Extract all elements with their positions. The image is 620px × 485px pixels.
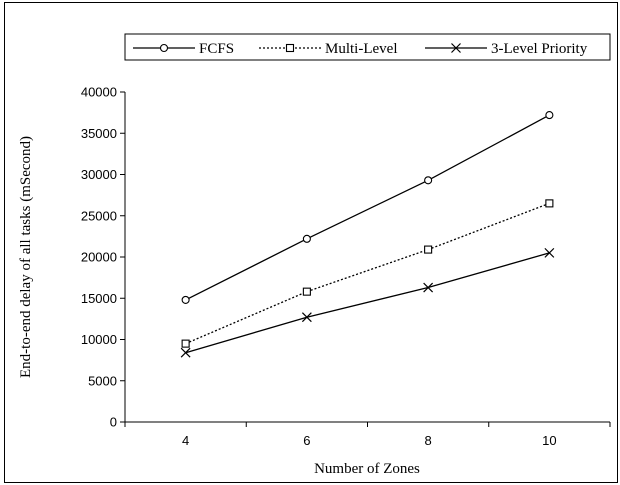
x-tick-label: 6 xyxy=(303,433,310,448)
x-tick-label: 8 xyxy=(425,433,432,448)
y-axis-title: End-to-end delay of all tasks (mSecond) xyxy=(18,136,34,378)
y-tick-label: 35000 xyxy=(81,126,117,141)
marker-circle xyxy=(303,235,310,242)
marker-square xyxy=(182,340,189,347)
legend: FCFS Multi-Level 3-Level Priority xyxy=(125,34,610,60)
x-tick-label: 4 xyxy=(182,433,189,448)
data-point xyxy=(182,296,189,303)
marker-circle xyxy=(182,296,189,303)
data-point xyxy=(303,235,310,242)
data-point xyxy=(425,177,432,184)
marker-square xyxy=(425,246,432,253)
chart-frame: 0 5000 10000 15000 20000 25000 30000 35000 40000… xyxy=(4,2,618,483)
y-tick-label: 40000 xyxy=(81,85,117,100)
y-tick-label: 20000 xyxy=(81,250,117,265)
legend-label: FCFS xyxy=(199,41,234,57)
marker-square xyxy=(287,45,294,52)
legend-marker xyxy=(161,45,168,52)
marker-square xyxy=(546,200,553,207)
data-point xyxy=(546,112,553,119)
x-tick-label: 10 xyxy=(542,433,556,448)
marker-circle xyxy=(161,45,168,52)
data-point xyxy=(303,288,310,295)
legend-label: 3-Level Priority xyxy=(491,41,588,57)
legend-label: Multi-Level xyxy=(325,41,397,57)
data-point xyxy=(546,200,553,207)
data-point xyxy=(425,246,432,253)
data-point xyxy=(182,340,189,347)
legend-marker xyxy=(287,45,294,52)
marker-square xyxy=(303,288,310,295)
y-tick-label: 5000 xyxy=(88,373,117,388)
y-tick-label: 0 xyxy=(110,415,117,430)
y-tick-label: 25000 xyxy=(81,208,117,223)
x-axis-title: Number of Zones xyxy=(314,461,420,477)
marker-circle xyxy=(425,177,432,184)
y-tick-label: 15000 xyxy=(81,291,117,306)
y-tick-label: 30000 xyxy=(81,167,117,182)
line-chart: 0 5000 10000 15000 20000 25000 30000 35000 40000… xyxy=(5,3,619,484)
marker-circle xyxy=(546,112,553,119)
y-tick-label: 10000 xyxy=(81,332,117,347)
